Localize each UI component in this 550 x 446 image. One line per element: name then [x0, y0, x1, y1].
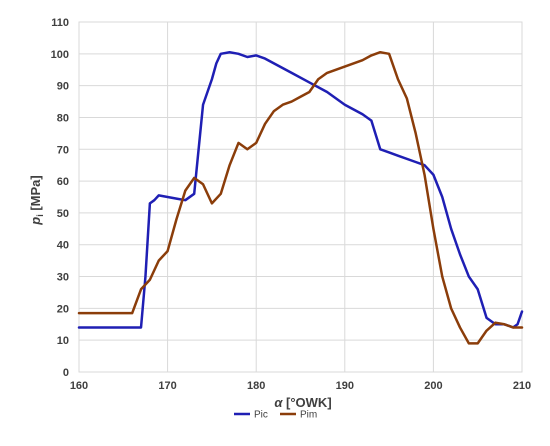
y-tick-label: 20: [57, 303, 69, 315]
x-tick-label: 170: [158, 380, 176, 392]
y-tick-label: 80: [57, 112, 69, 124]
series-line-pic: [77, 50, 524, 329]
y-tick-label: 50: [57, 208, 69, 220]
x-tick-label: 160: [70, 380, 88, 392]
legend-label-pic: Pic: [254, 410, 268, 421]
series: [77, 50, 524, 345]
plot-frame: [78, 21, 523, 373]
y-tick-label: 100: [51, 49, 69, 61]
x-axis-title-symbol: α: [274, 395, 283, 410]
y-tick-label: 0: [63, 367, 69, 379]
y-axis-title-symbol: p: [28, 217, 43, 226]
y-tick-label: 60: [57, 176, 69, 188]
y-tick-label: 110: [51, 17, 69, 29]
x-axis-title: α [°OWK]: [274, 395, 331, 410]
y-tick-label: 40: [57, 240, 69, 252]
y-axis-title: pi [MPa]: [28, 175, 45, 225]
series-line-pim: [77, 50, 524, 345]
y-axis-title-subscript: i: [35, 214, 45, 217]
y-axis-title-unit: [MPa]: [28, 175, 43, 214]
y-tick-label: 70: [57, 144, 69, 156]
x-tick-label: 190: [336, 380, 354, 392]
grid: [78, 21, 523, 373]
plot-area: [78, 21, 523, 373]
y-tick-label: 10: [57, 335, 69, 347]
tick-labels: 0 10 20 30 40 50 60 70 80 90 100 110 160 170 180 190 200…: [51, 17, 532, 392]
x-tick-label: 200: [424, 380, 442, 392]
x-tick-label: 180: [247, 380, 265, 392]
legend-label-pim: Pim: [300, 410, 317, 421]
legend: Pic Pim: [234, 410, 317, 421]
x-axis-title-unit: [°OWK]: [282, 395, 331, 410]
y-tick-label: 30: [57, 272, 69, 284]
x-tick-label: 210: [513, 380, 531, 392]
y-tick-label: 90: [57, 81, 69, 93]
